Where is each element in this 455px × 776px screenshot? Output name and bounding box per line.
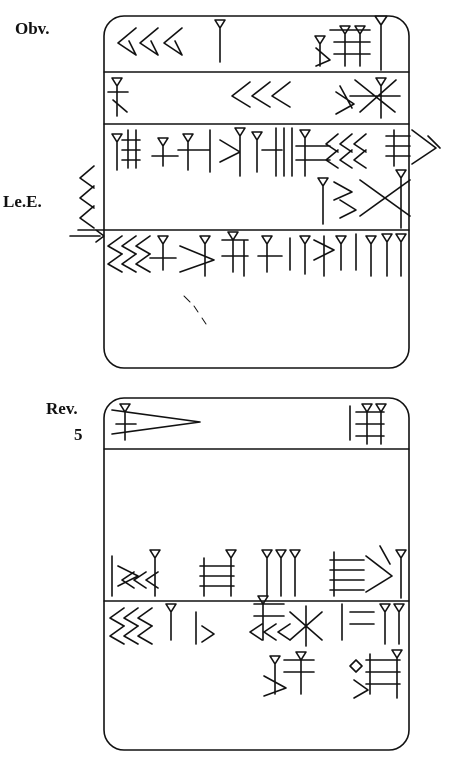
obverse-line-3-signs — [111, 127, 441, 177]
obverse-line-1-signs — [117, 15, 388, 71]
obverse-line-2-signs — [107, 77, 401, 119]
reverse-line-5-signs — [111, 403, 387, 445]
reverse-line-a-signs — [111, 545, 407, 599]
left-edge-signs — [69, 165, 105, 243]
left-edge-label: Le.E. — [3, 192, 42, 211]
reverse-line-b-signs — [109, 595, 405, 647]
reverse-line-c-signs — [263, 649, 403, 699]
obverse-line-5-signs — [107, 231, 407, 277]
reverse-label: Rev. — [46, 399, 78, 418]
reverse-line-number: 5 — [74, 425, 83, 444]
obverse-surface-marks — [183, 295, 207, 325]
reverse-outline — [103, 397, 410, 751]
reverse-tablet — [103, 397, 410, 751]
obverse-line-4-signs — [317, 169, 411, 229]
obverse-tablet — [77, 15, 410, 369]
obverse-label: Obv. — [15, 19, 50, 38]
obverse-outline — [103, 15, 410, 369]
